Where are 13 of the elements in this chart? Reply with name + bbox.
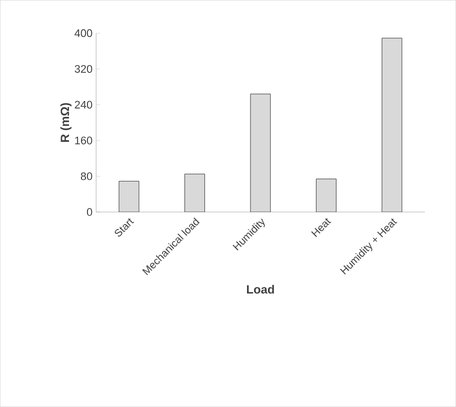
y-tick-label: 80	[80, 172, 92, 180]
bar	[184, 174, 205, 212]
y-tick-label: 240	[74, 100, 92, 109]
y-axis-title: R (mΩ)	[60, 103, 72, 142]
y-tick-label: 400	[74, 29, 92, 38]
bar	[382, 38, 402, 212]
y-tick-label: 0	[86, 208, 92, 216]
x-axis-title: Load	[247, 284, 274, 294]
bar	[250, 94, 271, 212]
bar	[118, 180, 140, 212]
bar	[316, 178, 336, 212]
y-tick-label: 320	[74, 65, 92, 73]
y-tick-label: 160	[75, 136, 92, 144]
